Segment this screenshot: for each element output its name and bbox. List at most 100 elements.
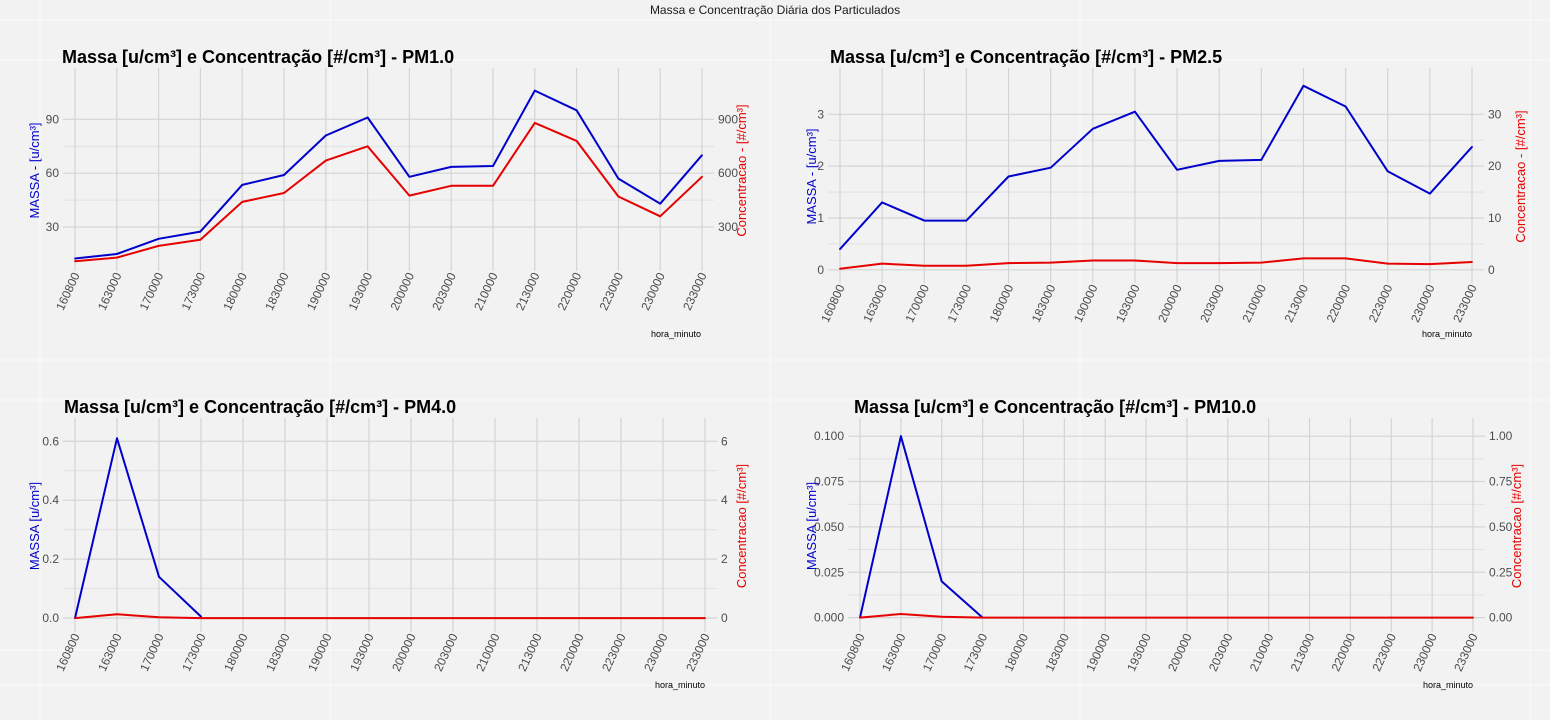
data-point-concentracao (575, 139, 578, 142)
y-right-tick-label: 0.25 (1489, 565, 1513, 579)
data-point-concentracao (1145, 616, 1147, 619)
x-tick-label: 180000 (220, 270, 250, 313)
data-point-massa (575, 109, 578, 112)
x-tick-label: 210000 (473, 631, 503, 674)
data-point-concentracao (115, 256, 118, 259)
data-point-massa (1471, 146, 1473, 148)
chart-pm10: Massa [u/cm³] e Concentração [#/cm³] - P… (804, 397, 1524, 690)
data-point-massa (839, 248, 841, 250)
data-point-concentracao (116, 613, 118, 616)
x-tick-label: 220000 (1324, 282, 1354, 325)
data-point-concentracao (1344, 257, 1347, 260)
x-tick-label: 160800 (818, 282, 848, 325)
x-axis-label: hora_minuto (651, 329, 701, 339)
data-point-concentracao (284, 617, 286, 620)
data-point-concentracao (981, 616, 984, 619)
data-point-massa (899, 435, 902, 438)
data-point-massa (533, 89, 536, 92)
data-point-concentracao (859, 616, 861, 619)
data-point-concentracao (923, 264, 926, 267)
data-point-massa (1302, 84, 1305, 87)
y-right-axis-label: Concentracao [#/cm³] (734, 464, 749, 588)
data-point-concentracao (1022, 616, 1025, 619)
data-point-concentracao (158, 616, 160, 619)
chart-panel-pm25: Massa [u/cm³] e Concentração [#/cm³] - P… (790, 40, 1530, 360)
y-right-tick-label: 4 (721, 493, 728, 507)
data-point-massa (450, 166, 453, 168)
y-right-tick-label: 0.50 (1489, 520, 1513, 534)
data-point-massa (1134, 110, 1136, 113)
x-tick-label: 180000 (1002, 631, 1032, 674)
x-tick-label: 163000 (95, 270, 125, 313)
x-tick-label: 223000 (599, 631, 629, 674)
data-point-massa (324, 134, 327, 137)
data-point-massa (283, 174, 285, 176)
x-tick-label: 160800 (838, 631, 868, 674)
y-left-tick-label: 0.075 (814, 475, 844, 489)
data-point-concentracao (704, 617, 706, 620)
data-point-concentracao (1186, 616, 1188, 619)
data-point-concentracao (1176, 262, 1178, 264)
data-point-massa (617, 177, 620, 180)
data-point-massa (701, 154, 703, 157)
data-point-concentracao (533, 122, 536, 124)
y-left-axis-label: MASSA [u/cm³] (27, 482, 42, 570)
data-point-concentracao (368, 617, 370, 620)
y-left-tick-label: 0.0 (42, 611, 59, 625)
y-left-tick-label: 1 (817, 211, 824, 225)
x-tick-label: 183000 (262, 270, 292, 313)
data-point-concentracao (324, 159, 327, 162)
x-tick-label: 170000 (137, 270, 167, 313)
data-point-concentracao (1218, 262, 1221, 264)
data-point-massa (940, 580, 943, 583)
data-point-concentracao (1431, 616, 1434, 619)
x-tick-label: 230000 (638, 270, 668, 313)
x-tick-label: 233000 (1451, 631, 1481, 674)
x-tick-label: 220000 (1329, 631, 1359, 674)
series-line-massa (74, 89, 703, 260)
x-tick-label: 170000 (137, 631, 167, 674)
x-tick-label: 203000 (431, 631, 461, 674)
data-point-concentracao (241, 201, 244, 203)
y-right-tick-label: 0.00 (1489, 611, 1513, 625)
x-tick-label: 230000 (1410, 631, 1440, 674)
data-point-concentracao (701, 175, 703, 178)
y-right-axis-label: Concentracao - [#/cm³] (1513, 110, 1528, 242)
x-tick-label: 233000 (683, 631, 713, 674)
y-left-tick-label: 0.2 (42, 552, 59, 566)
data-point-concentracao (1104, 616, 1107, 619)
x-tick-label: 163000 (95, 631, 125, 674)
data-point-concentracao (1063, 616, 1066, 619)
x-tick-label: 213000 (513, 270, 543, 313)
x-tick-label: 190000 (1083, 631, 1113, 674)
data-point-concentracao (1091, 259, 1094, 262)
x-tick-label: 193000 (1124, 631, 1154, 674)
series-line-concentracao (839, 257, 1473, 270)
x-tick-label: 213000 (1288, 631, 1318, 674)
data-point-concentracao (1260, 261, 1263, 264)
data-point-concentracao (1134, 259, 1136, 262)
data-point-massa (965, 219, 968, 222)
data-point-concentracao (1472, 616, 1474, 619)
y-right-tick-label: 30 (1488, 107, 1502, 121)
y-left-axis-label: MASSA - [u/cm³] (804, 128, 819, 224)
x-tick-label: 183000 (1029, 282, 1059, 325)
x-tick-label: 180000 (987, 282, 1017, 325)
y-right-tick-label: 2 (721, 552, 728, 566)
chart-title: Massa [u/cm³] e Concentração [#/cm³] - P… (830, 47, 1222, 67)
y-right-tick-label: 1.00 (1489, 429, 1513, 443)
data-point-concentracao (450, 184, 453, 187)
chart-title: Massa [u/cm³] e Concentração [#/cm³] - P… (62, 47, 454, 67)
x-tick-label: 200000 (1155, 282, 1185, 325)
data-point-concentracao (1007, 262, 1010, 264)
x-tick-label: 190000 (1071, 282, 1101, 325)
x-tick-label: 183000 (263, 631, 293, 674)
data-point-concentracao (617, 195, 620, 198)
data-point-massa (492, 165, 494, 167)
data-point-concentracao (494, 617, 496, 620)
data-point-concentracao (1428, 263, 1431, 266)
y-right-axis-label: Concentracao [#/cm³] (1509, 464, 1524, 588)
x-tick-label: 163000 (860, 282, 890, 325)
data-point-massa (1386, 170, 1389, 173)
